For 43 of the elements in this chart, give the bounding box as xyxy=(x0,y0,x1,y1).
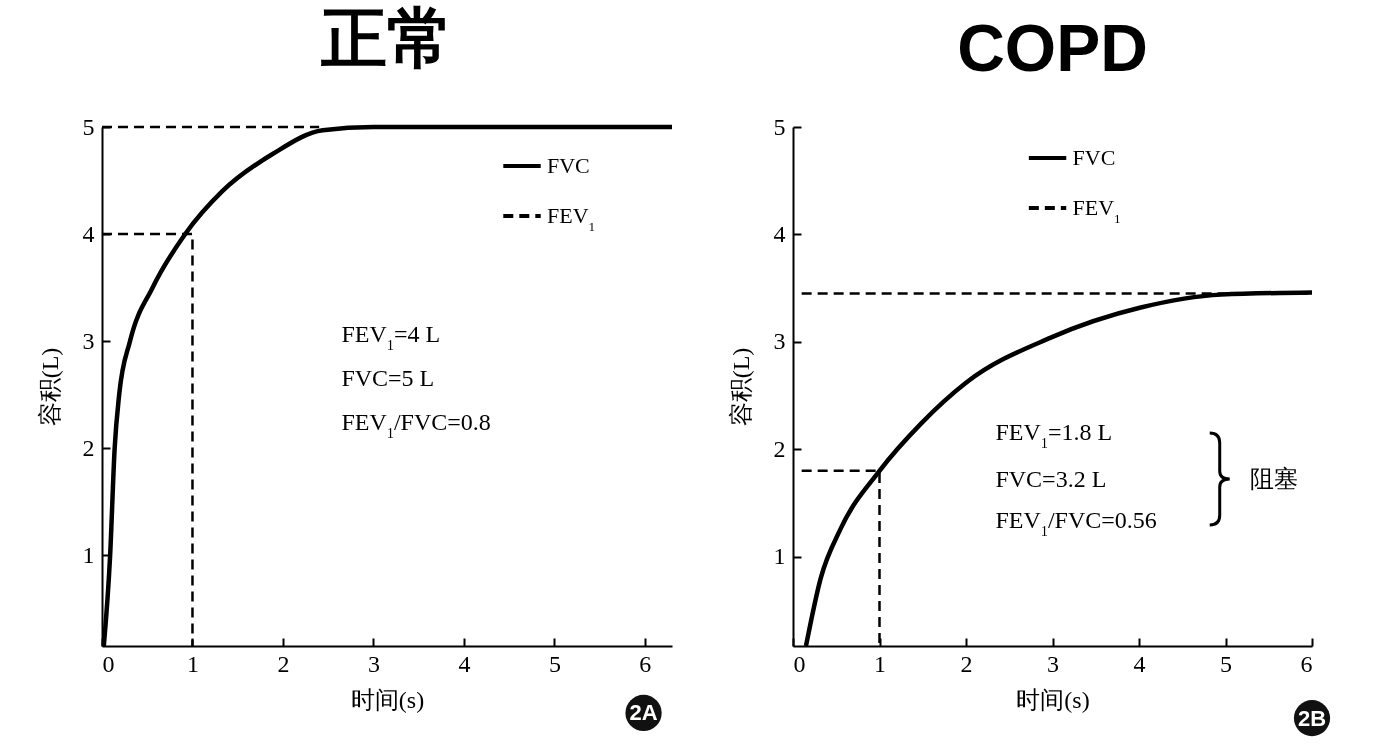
y-tick-label: 3 xyxy=(773,328,786,355)
x-tick-label: 4 xyxy=(1133,650,1146,677)
annotation: FEV$_{1}$/FVC=0.56 xyxy=(995,507,1157,540)
x-tick-label: 2 xyxy=(277,650,290,677)
annotation: FVC=5 L xyxy=(341,364,435,391)
y-tick-label: 2 xyxy=(82,434,95,461)
legend-label: FEV$_{1}$ xyxy=(1072,195,1121,226)
x-tick-label: 0 xyxy=(102,650,115,677)
y-tick-label: 4 xyxy=(82,220,95,247)
annotation: FEV$_{1}$=4 L xyxy=(341,320,441,353)
y-tick-label: 4 xyxy=(773,220,786,247)
x-tick-label: 2 xyxy=(960,650,973,677)
annotation: FEV$_{1}$=1.8 L xyxy=(995,419,1113,452)
y-tick-label: 3 xyxy=(82,327,95,354)
annotation: FVC=3.2 L xyxy=(995,465,1107,492)
y-tick-label: 5 xyxy=(82,113,95,140)
text: 2A xyxy=(629,700,658,726)
x-tick-label: 5 xyxy=(1220,650,1232,677)
x-tick-label: 0 xyxy=(793,650,806,677)
x-tick-label: 5 xyxy=(548,650,561,677)
text: 2B xyxy=(1297,705,1327,731)
chart-title: 正常 xyxy=(320,1,453,75)
legend-label: FEV$_{1}$ xyxy=(547,203,596,234)
x-tick-label: 4 xyxy=(458,650,471,677)
x-axis-title: 时间(s) xyxy=(350,686,425,713)
x-tick-label: 6 xyxy=(639,650,652,677)
x-tick-label: 6 xyxy=(1300,650,1313,677)
x-tick-label: 1 xyxy=(186,650,199,677)
chart-title: COPD xyxy=(957,11,1148,85)
x-tick-label: 3 xyxy=(1047,650,1059,677)
y-tick-label: 2 xyxy=(773,435,786,462)
y-axis-title: 容积(L) xyxy=(727,347,754,427)
y-tick-label: 1 xyxy=(773,543,786,570)
legend-label: FVC xyxy=(1072,145,1116,170)
x-axis-title: 时间(s) xyxy=(1016,686,1090,713)
x-tick-label: 3 xyxy=(367,650,380,677)
y-tick-label: 1 xyxy=(82,541,95,568)
y-tick-label: 5 xyxy=(773,113,786,140)
legend-label: FVC xyxy=(547,153,590,178)
annotation: 阻塞 xyxy=(1249,465,1298,492)
y-axis-title: 容积(L) xyxy=(36,347,63,427)
annotation: FEV$_{1}$/FVC=0.8 xyxy=(341,408,491,441)
x-tick-label: 1 xyxy=(874,650,886,677)
